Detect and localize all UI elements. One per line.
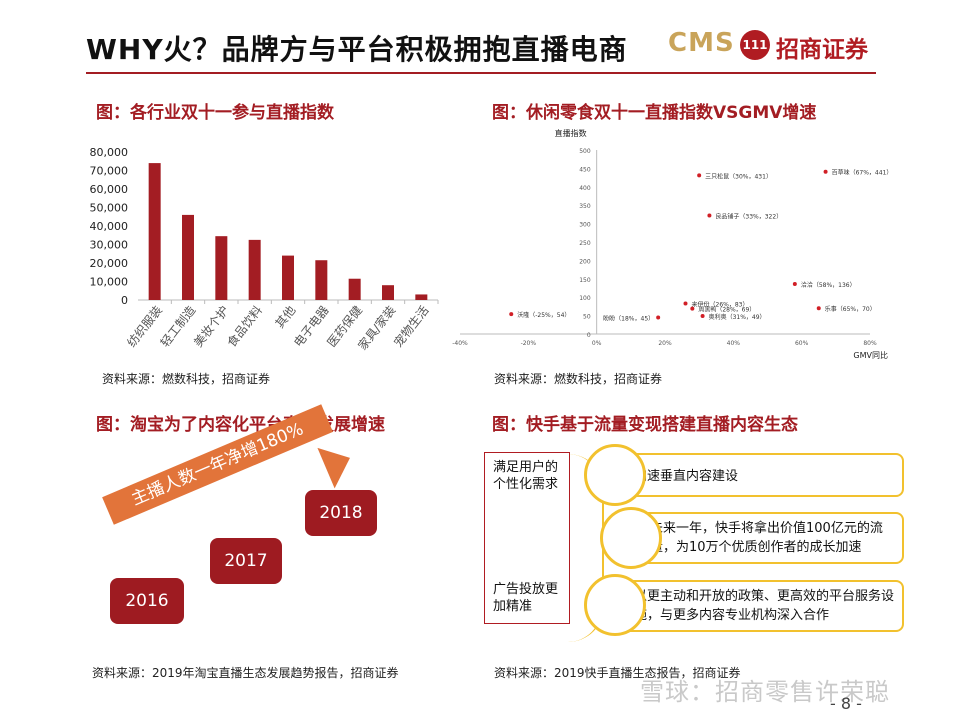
source-note-taobao: 资料来源：2019年淘宝直播生态发展趋势报告，招商证券 — [92, 666, 399, 680]
bar — [382, 285, 394, 300]
panel-title-industry: 图：各行业双十一参与直播指数 — [96, 103, 334, 123]
industry-bar-chart: 80,000 70,000 60,000 50,000 40,000 30,000 20,0… — [90, 146, 439, 353]
y-tick-label: 80,000 — [90, 146, 129, 159]
y-tick-label: 500 — [579, 148, 591, 155]
bar — [348, 278, 361, 300]
banner-arrow-icon — [317, 437, 359, 489]
x-tick-label: 40% — [727, 340, 741, 347]
y-tick-label: 0 — [587, 332, 591, 339]
row-circle-1-icon — [584, 444, 646, 506]
y-tick-label: 150 — [579, 277, 591, 284]
point-label: 奥利奥（31%，49） — [709, 313, 766, 321]
point-label: 良品铺子（33%，322） — [715, 213, 782, 221]
y-tick-label: 300 — [579, 222, 591, 229]
y-tick-label: 60,000 — [90, 183, 129, 196]
year-box-2016: 2016 — [110, 578, 184, 624]
y-tick-label: 100 — [579, 295, 591, 302]
scatter-point — [816, 306, 821, 311]
bar — [215, 236, 228, 300]
point-label: 来伊份（26%，83） — [692, 300, 749, 308]
y-tick-label: 350 — [579, 203, 591, 210]
logo-cms-text: CMS — [668, 28, 735, 58]
point-label: 乐事（65%，70） — [825, 305, 876, 313]
bar — [415, 294, 428, 300]
scatter-point — [707, 213, 712, 218]
logo-badge-icon: 111 — [740, 30, 770, 60]
y-tick-label: 400 — [579, 185, 591, 192]
bar — [148, 163, 161, 300]
point-label: 三只松鼠（30%，431） — [705, 172, 772, 180]
panel-title-snacks: 图：休闲零食双十一直播指数VSGMV增速 — [492, 103, 817, 123]
panel-title-taobao: 图：淘宝为了内容化平台直播发展增速 — [96, 415, 385, 435]
bar — [315, 260, 328, 300]
y-tick-label: 50,000 — [90, 202, 129, 215]
source-note-kuaishou: 资料来源：2019快手直播生态报告，招商证券 — [494, 666, 741, 680]
watermark: 雪球：招商零售许荣聪 — [640, 678, 890, 706]
scatter-point — [792, 281, 797, 286]
y-tick-label: 450 — [579, 166, 591, 173]
scatter-point — [509, 312, 514, 317]
logo-company-name: 招商证券 — [776, 37, 868, 63]
y-tick-label: 50 — [583, 314, 591, 321]
bar — [282, 255, 294, 300]
scatter-point — [690, 306, 695, 311]
slide-title: WHY火？品牌方与平台积极拥抱直播电商 — [86, 33, 628, 66]
year-box-2018: 2018 — [305, 490, 377, 536]
scatter-point — [683, 301, 688, 306]
point-label: 沃隆（-25%，54） — [517, 311, 570, 319]
row-circle-2-icon — [600, 507, 662, 569]
x-tick-label: 宠物生活 — [390, 303, 431, 350]
initiative-open-policy: 以更主动和开放的政策、更高效的平台服务设施，与更多内容专业机构深入合作 — [610, 580, 904, 632]
x-axis-title: GMV同比 — [853, 350, 888, 360]
x-tick-label: 其他 — [273, 303, 299, 331]
x-tick-label: 60% — [795, 340, 809, 347]
user-needs-box: 满足用户的个性化需求 广告投放更加精准 — [484, 452, 570, 624]
row-circle-3-icon — [584, 574, 646, 636]
source-note-snacks: 资料来源：燃数科技，招商证券 — [494, 372, 663, 386]
y-axis-title: 直播指数 — [555, 128, 587, 138]
year-box-2017: 2017 — [210, 538, 282, 584]
y-tick-label: 70,000 — [90, 165, 129, 178]
y-tick-label: 200 — [579, 258, 591, 265]
panel-title-kuaishou: 图：快手基于流量变现搭建直播内容生态 — [492, 415, 798, 435]
y-tick-label: 30,000 — [90, 239, 129, 252]
scatter-point — [823, 169, 828, 174]
initiative-vertical-content: 加速垂直内容建设 — [610, 453, 904, 497]
initiative-traffic-investment: 未来一年，快手将拿出价值100亿元的流量，为10万个优质创作者的成长加速 — [626, 512, 904, 564]
bar — [182, 214, 194, 300]
y-tick-label: 10,000 — [90, 276, 129, 289]
source-note-industry: 资料来源：燃数科技，招商证券 — [102, 372, 271, 386]
x-tick-label: -40% — [452, 340, 468, 347]
x-tick-label: 0% — [592, 340, 602, 347]
point-label: 盼盼（18%，45） — [603, 314, 654, 322]
x-tick-label: -20% — [521, 340, 537, 347]
scatter-point — [700, 313, 705, 318]
x-tick-label: 80% — [863, 340, 877, 347]
x-tick-label: 20% — [658, 340, 672, 347]
need-personalized: 满足用户的个性化需求 — [493, 460, 559, 492]
point-label: 洽洽（58%，136） — [801, 281, 856, 289]
page-number: - 8 - — [830, 694, 862, 713]
scatter-point — [656, 315, 661, 320]
y-tick-label: 40,000 — [90, 220, 129, 233]
scatter-point — [697, 173, 702, 178]
y-tick-label: 20,000 — [90, 257, 129, 270]
y-tick-label: 250 — [579, 240, 591, 247]
y-tick-label: 0 — [121, 294, 128, 307]
point-label: 周黑鸭（28%，69） — [698, 306, 755, 314]
title-divider — [86, 72, 876, 74]
bar — [248, 239, 261, 300]
x-tick-label: 食品饮料 — [224, 303, 265, 350]
need-precise-ads: 广告投放更加精准 — [493, 582, 559, 614]
point-label: 百草味（67%，441） — [832, 169, 893, 177]
